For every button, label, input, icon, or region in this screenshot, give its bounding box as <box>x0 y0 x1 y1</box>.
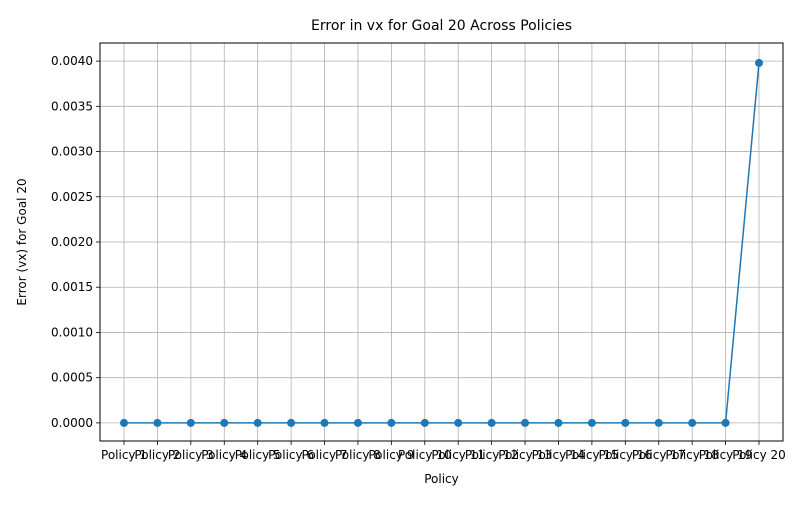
x-tick-label: Policy 18 <box>665 448 719 462</box>
x-tick-label: Policy 10 <box>398 448 452 462</box>
x-tick-label: Policy 17 <box>632 448 686 462</box>
x-tick-label: Policy 15 <box>565 448 619 462</box>
y-tick-label: 0.0035 <box>51 99 93 113</box>
grid-lines <box>100 43 783 441</box>
y-axis-label: Error (vx) for Goal 20 <box>15 178 29 305</box>
y-tick-label: 0.0040 <box>51 54 93 68</box>
x-tick-label: Policy 6 <box>268 448 314 462</box>
data-point <box>287 418 296 427</box>
y-tick-label: 0.0000 <box>51 416 93 430</box>
data-point <box>755 58 763 67</box>
x-tick-label: Policy 14 <box>532 448 586 462</box>
x-tick-label: Policy 5 <box>235 448 281 462</box>
data-point <box>387 418 396 427</box>
data-point <box>120 418 128 427</box>
data-point <box>353 418 362 427</box>
y-tick-label: 0.0025 <box>51 190 93 204</box>
series-layer <box>120 58 763 427</box>
data-point <box>554 418 563 427</box>
y-tick-label: 0.0030 <box>51 145 93 159</box>
x-tick-label: Policy 9 <box>368 448 414 462</box>
y-tick-label: 0.0020 <box>51 235 93 249</box>
x-axis-label: Policy <box>424 472 459 486</box>
x-tick-label: Policy 4 <box>201 448 247 462</box>
data-point <box>587 418 596 427</box>
y-tick-label: 0.0010 <box>51 325 93 339</box>
y-tick-label: 0.0015 <box>51 280 93 294</box>
x-tick-label: Policy 19 <box>699 448 753 462</box>
x-tick-label: Policy 1 <box>101 448 147 462</box>
data-point <box>420 418 429 427</box>
data-point <box>454 418 463 427</box>
x-tick-label: Policy 16 <box>599 448 653 462</box>
x-tick-label: Policy 11 <box>431 448 485 462</box>
x-tick-label: Policy 7 <box>302 448 348 462</box>
data-point <box>220 418 229 427</box>
data-point <box>320 418 329 427</box>
data-point <box>621 418 630 427</box>
x-tick-label: Policy 3 <box>168 448 214 462</box>
y-tick-label: 0.0005 <box>51 371 93 385</box>
data-point <box>521 418 530 427</box>
data-point <box>186 418 195 427</box>
data-point <box>153 418 162 427</box>
data-point <box>721 418 730 427</box>
data-point <box>253 418 262 427</box>
x-tick-label: Policy 2 <box>134 448 180 462</box>
series-line <box>124 62 760 424</box>
chart-title: Error in vx for Goal 20 Across Policies <box>311 18 572 34</box>
x-tick-label: Policy 8 <box>335 448 381 462</box>
x-tick-label: Policy 12 <box>465 448 519 462</box>
x-tick-label: Policy 20 <box>732 448 786 462</box>
x-tick-label: Policy 13 <box>498 448 552 462</box>
data-point <box>688 418 697 427</box>
data-point <box>487 418 496 427</box>
data-point <box>654 418 663 427</box>
